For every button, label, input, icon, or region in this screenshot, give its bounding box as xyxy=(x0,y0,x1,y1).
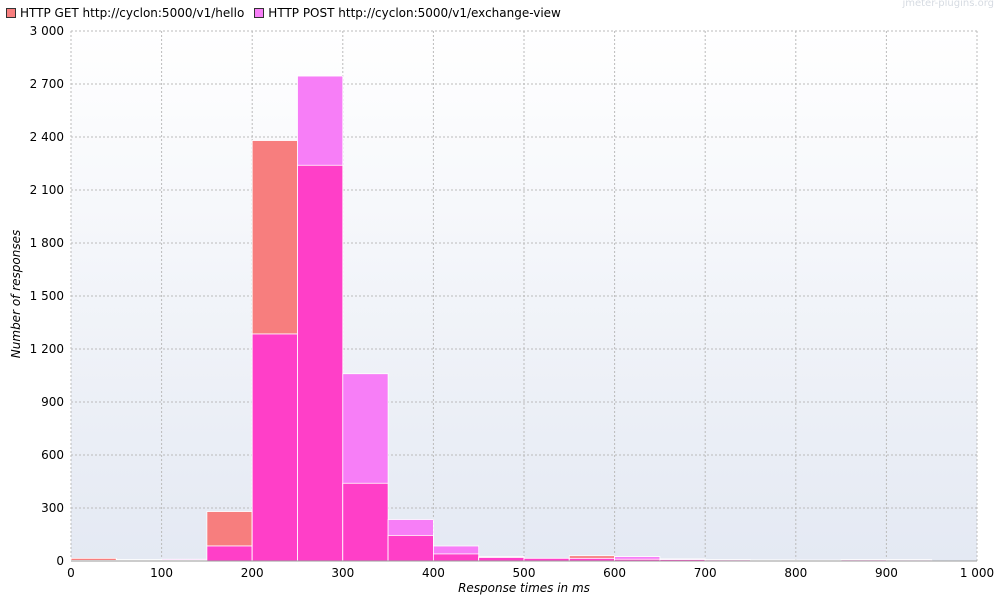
bar-overlap xyxy=(206,545,253,562)
watermark: jmeter-plugins.org xyxy=(902,0,994,9)
y-tick-label: 1 200 xyxy=(30,342,64,356)
bar-overlap xyxy=(342,482,389,562)
x-tick-label: 700 xyxy=(694,566,717,580)
x-tick-label: 900 xyxy=(875,566,898,580)
y-axis-title: Number of responses xyxy=(9,230,23,358)
grid-lines xyxy=(70,30,978,561)
y-tick-label: 2 400 xyxy=(30,130,64,144)
x-tick-labels: 0 100 200 300 400 500 600 700 800 900 1 000 xyxy=(67,566,994,580)
y-tick-label: 900 xyxy=(41,395,64,409)
x-tick-label: 800 xyxy=(784,566,807,580)
y-tick-label: 2 100 xyxy=(30,183,64,197)
x-tick-label: 600 xyxy=(603,566,626,580)
x-tick-label: 300 xyxy=(331,566,354,580)
y-tick-label: 0 xyxy=(56,554,64,568)
bar-overlap xyxy=(297,164,344,562)
x-tick-label: 500 xyxy=(513,566,536,580)
y-tick-label: 1 500 xyxy=(30,289,64,303)
y-tick-label: 300 xyxy=(41,501,64,515)
legend: HTTP GET http://cyclon:5000/v1/hello HTT… xyxy=(6,6,561,20)
y-tick-label: 2 700 xyxy=(30,77,64,91)
y-tick-labels: 0 300 600 900 1 200 1 500 1 800 2 100 2 400 2 700… xyxy=(30,24,64,568)
bar-overlap xyxy=(387,534,434,562)
x-tick-label: 200 xyxy=(241,566,264,580)
x-tick-label: 100 xyxy=(150,566,173,580)
y-tick-label: 1 800 xyxy=(30,236,64,250)
legend-swatch-get xyxy=(6,8,16,18)
bar-overlap xyxy=(478,557,525,562)
legend-item-get: HTTP GET http://cyclon:5000/v1/hello xyxy=(6,6,244,20)
bar-overlap xyxy=(432,553,480,562)
legend-label-post: HTTP POST http://cyclon:5000/v1/exchange… xyxy=(268,6,561,20)
y-tick-label: 3 000 xyxy=(30,24,64,38)
x-axis-title: Response times in ms xyxy=(458,581,590,595)
x-tick-label: 400 xyxy=(422,566,445,580)
x-tick-label: 1 000 xyxy=(960,566,994,580)
legend-item-post: HTTP POST http://cyclon:5000/v1/exchange… xyxy=(254,6,561,20)
legend-swatch-post xyxy=(254,8,265,18)
x-tick-label: 0 xyxy=(67,566,75,580)
y-tick-label: 600 xyxy=(41,448,64,462)
legend-label-get: HTTP GET http://cyclon:5000/v1/hello xyxy=(20,6,245,20)
bar-overlap xyxy=(251,333,298,562)
